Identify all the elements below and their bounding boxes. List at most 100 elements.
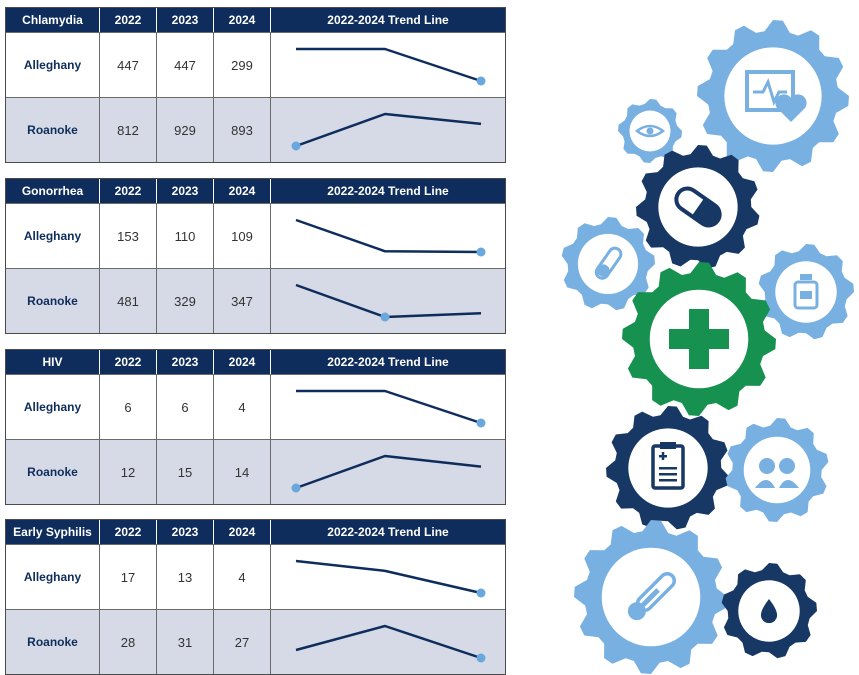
trend-point — [476, 76, 486, 86]
table-header: Early Syphilis 2022 2023 2024 2022-2024 Tren… — [6, 520, 505, 544]
sparkline — [296, 47, 486, 86]
county-label: Alleghany — [6, 204, 100, 268]
value-cell: 929 — [157, 98, 214, 162]
medicine-bottle-icon — [793, 274, 819, 310]
gear — [622, 262, 776, 416]
trend-header: 2022-2024 Trend Line — [327, 13, 449, 27]
table-header: HIV 2022 2023 2024 2022-2024 Trend Line — [6, 350, 505, 374]
trend-cell — [271, 440, 505, 504]
trend-cell — [271, 204, 505, 268]
trend-line — [296, 389, 482, 425]
stats-table: Chlamydia 2022 2023 2024 2022-2024 Trend Lin… — [5, 7, 506, 163]
value-cell: 28 — [100, 610, 157, 674]
table-header: Chlamydia 2022 2023 2024 2022-2024 Trend Lin… — [6, 8, 505, 32]
year-header: 2023 — [157, 8, 214, 32]
trend-cell — [271, 98, 505, 162]
sparkline — [291, 112, 482, 151]
county-label: Roanoke — [6, 440, 100, 504]
monitor-heart-icon — [745, 70, 807, 122]
year-header: 2023 — [157, 350, 214, 374]
value-cell: 4 — [214, 375, 271, 439]
disease-title: HIV — [6, 350, 100, 374]
table-row: Roanoke 28 31 27 — [6, 609, 505, 674]
trend-cell — [271, 545, 505, 609]
gear — [725, 418, 829, 522]
county-label: Alleghany — [6, 375, 100, 439]
table-row: Roanoke 481 329 347 — [6, 268, 505, 333]
value-cell: 329 — [157, 269, 214, 333]
trend-point — [476, 653, 486, 663]
value-cell: 27 — [214, 610, 271, 674]
year-header: 2023 — [157, 179, 214, 203]
value-cell: 15 — [157, 440, 214, 504]
clipboard-icon — [651, 442, 685, 490]
year-header: 2024 — [214, 520, 271, 544]
table-header: Gonorrhea 2022 2023 2024 2022-2024 Trend Lin… — [6, 179, 505, 203]
disease-title: Early Syphilis — [6, 520, 100, 544]
medical-cross-icon — [669, 309, 729, 369]
trend-line — [295, 559, 482, 595]
gear — [606, 406, 730, 530]
year-header: 2022 — [100, 350, 157, 374]
trend-cell — [271, 269, 505, 333]
trend-point — [291, 141, 301, 151]
value-cell: 447 — [157, 33, 214, 97]
stats-table: Gonorrhea 2022 2023 2024 2022-2024 Trend Lin… — [5, 178, 506, 334]
sparkline — [291, 454, 482, 493]
value-cell: 4 — [214, 545, 271, 609]
sparkline — [296, 389, 486, 428]
value-cell: 17 — [100, 545, 157, 609]
county-label: Roanoke — [6, 610, 100, 674]
year-header: 2022 — [100, 8, 157, 32]
gear — [574, 520, 728, 674]
trend-header: 2022-2024 Trend Line — [327, 525, 449, 539]
value-cell: 109 — [214, 204, 271, 268]
value-cell: 13 — [157, 545, 214, 609]
value-cell: 14 — [214, 440, 271, 504]
value-cell: 347 — [214, 269, 271, 333]
sparkline — [295, 283, 482, 322]
county-label: Alleghany — [6, 545, 100, 609]
blood-drop-icon — [760, 599, 778, 624]
medical-gears-illustration — [561, 20, 854, 674]
table-row: Roanoke 812 929 893 — [6, 97, 505, 162]
disease-title: Chlamydia — [6, 8, 100, 32]
gear — [636, 145, 760, 269]
county-label: Alleghany — [6, 33, 100, 97]
table-row: Alleghany 153 110 109 — [6, 203, 505, 268]
trend-line — [296, 47, 482, 83]
value-cell: 481 — [100, 269, 157, 333]
trend-header: 2022-2024 Trend Line — [327, 184, 449, 198]
value-cell: 812 — [100, 98, 157, 162]
value-cell: 893 — [214, 98, 271, 162]
thermometer-icon — [627, 571, 677, 621]
trend-cell — [271, 375, 505, 439]
trend-point — [476, 588, 486, 598]
sparkline — [295, 218, 486, 257]
table-row: Alleghany 17 13 4 — [6, 544, 505, 609]
year-header: 2023 — [157, 520, 214, 544]
year-header: 2022 — [100, 520, 157, 544]
disease-title: Gonorrhea — [6, 179, 100, 203]
value-cell: 110 — [157, 204, 214, 268]
trend-cell — [271, 610, 505, 674]
gear — [561, 217, 655, 311]
trend-point — [291, 483, 301, 493]
trend-line — [295, 283, 482, 319]
value-cell: 12 — [100, 440, 157, 504]
test-tube-icon — [594, 246, 623, 280]
trend-cell — [271, 33, 505, 97]
table-row: Roanoke 12 15 14 — [6, 439, 505, 504]
value-cell: 153 — [100, 204, 157, 268]
trend-line — [295, 112, 482, 148]
table-row: Alleghany 447 447 299 — [6, 32, 505, 97]
gear — [697, 20, 849, 172]
gear — [618, 99, 682, 163]
pill-icon — [674, 186, 722, 228]
trend-line — [295, 218, 482, 254]
table-row: Alleghany 6 6 4 — [6, 374, 505, 439]
people-icon — [755, 458, 799, 488]
trend-point — [380, 312, 390, 322]
stats-table: HIV 2022 2023 2024 2022-2024 Trend Line Alleg… — [5, 349, 506, 505]
gear — [721, 563, 817, 659]
